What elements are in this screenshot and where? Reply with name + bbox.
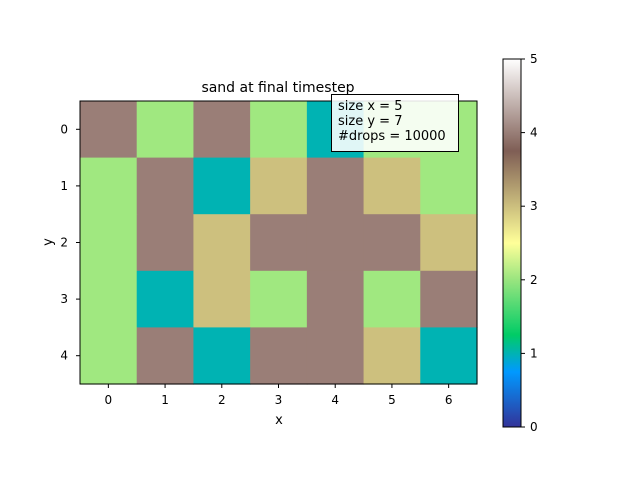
heatmap-cell-r3-c0 [80,270,138,328]
chart-title: sand at final timestep [201,80,354,96]
annotation-line-drops: #drops = 10000 [338,129,446,144]
heatmap-cell-r4-c5 [363,327,421,385]
heatmap-cell-r4-c1 [136,327,195,385]
heatmap-cell-r4-c0 [80,327,138,385]
heatmap-cell-r1-c2 [193,157,251,215]
colorbar-tick-label: 3 [530,199,538,213]
heatmap-cell-r1-c3 [250,157,308,215]
x-tick-label: 5 [388,393,396,407]
heatmap-cell-r0-c1 [136,101,195,159]
colorbar [502,58,522,428]
colorbar-tick-label: 1 [530,346,538,360]
heatmap-cell-r1-c6 [420,157,478,215]
x-axis-label: x [275,413,283,428]
colorbar-tick-label: 5 [530,52,538,66]
y-axis-ticks: 0 1 2 3 4 [60,122,80,363]
y-tick-label: 0 [60,122,68,136]
annotation-line-size-x: size x = 5 [338,99,403,114]
heatmap-cell-r2-c6 [420,214,478,272]
heatmap-cell-r0-c0 [80,101,138,159]
x-tick-label: 4 [331,393,339,407]
colorbar-tick-label: 4 [530,126,538,140]
x-tick-label: 2 [218,393,226,407]
colorbar-tick-label: 2 [530,273,538,287]
heatmap-cells [80,101,478,385]
heatmap-cell-r2-c5 [363,214,421,272]
y-tick-label: 4 [60,349,68,363]
y-tick-label: 2 [60,236,68,250]
heatmap-cell-r4-c4 [306,327,365,385]
x-tick-label: 6 [445,393,453,407]
heatmap-cell-r3-c4 [306,270,365,328]
x-tick-label: 3 [275,393,283,407]
heatmap-cell-r3-c1 [136,270,195,328]
heatmap-cell-r1-c4 [306,157,365,215]
heatmap-cell-r1-c1 [136,157,195,215]
y-axis-label: y [41,238,56,246]
heatmap-cell-r2-c2 [193,214,251,272]
heatmap-cell-r0-c3 [250,101,308,159]
heatmap-cell-r2-c0 [80,214,138,272]
heatmap-cell-r1-c0 [80,157,138,215]
x-tick-label: 1 [161,393,169,407]
heatmap-cell-r3-c5 [363,270,421,328]
y-tick-label: 3 [60,292,68,306]
heatmap-cell-r2-c1 [136,214,195,272]
heatmap-cell-r4-c3 [250,327,308,385]
heatmap-cell-r2-c4 [306,214,365,272]
x-axis-ticks: 0 1 2 3 4 5 6 [105,384,453,407]
heatmap-cell-r2-c3 [250,214,308,272]
heatmap-cell-r3-c2 [193,270,251,328]
info-annotation-box: size x = 5 size y = 7 #drops = 10000 [331,94,459,152]
heatmap-cell-r3-c6 [420,270,478,328]
colorbar-ticks: 0 1 2 3 4 5 [521,52,538,434]
heatmap-cell-r4-c6 [420,327,478,385]
heatmap-cell-r4-c2 [193,327,251,385]
y-tick-label: 1 [60,179,68,193]
x-tick-label: 0 [105,393,113,407]
heatmap-cell-r1-c5 [363,157,421,215]
heatmap-cell-r0-c2 [193,101,251,159]
annotation-line-size-y: size y = 7 [338,114,403,129]
heatmap-cell-r3-c3 [250,270,308,328]
colorbar-tick-label: 0 [530,420,538,434]
